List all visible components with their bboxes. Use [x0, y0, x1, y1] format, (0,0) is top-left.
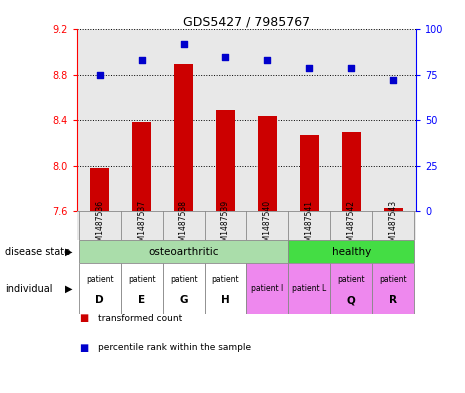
- Point: [222, 53, 229, 60]
- Text: patient: patient: [212, 275, 239, 284]
- Bar: [121, 263, 163, 314]
- Text: GSM1487543: GSM1487543: [389, 200, 398, 251]
- Text: ■: ■: [79, 313, 88, 323]
- Text: patient: patient: [170, 275, 198, 284]
- Bar: [300, 135, 319, 211]
- Bar: [384, 208, 403, 211]
- Text: osteoarthritic: osteoarthritic: [148, 247, 219, 257]
- Text: GSM1487539: GSM1487539: [221, 200, 230, 251]
- Text: Q: Q: [347, 295, 356, 305]
- Bar: [174, 64, 193, 211]
- Text: patient: patient: [338, 275, 365, 284]
- Point: [347, 64, 355, 71]
- Text: GSM1487540: GSM1487540: [263, 200, 272, 251]
- Text: ■: ■: [79, 343, 88, 353]
- Bar: [79, 263, 121, 314]
- Text: transformed count: transformed count: [98, 314, 182, 323]
- Text: patient: patient: [379, 275, 407, 284]
- Text: individual: individual: [5, 284, 52, 294]
- Text: ▶: ▶: [65, 284, 73, 294]
- Bar: [258, 116, 277, 211]
- Text: patient I: patient I: [251, 285, 284, 293]
- Bar: [330, 263, 372, 314]
- Bar: [342, 132, 361, 211]
- Text: H: H: [221, 295, 230, 305]
- Point: [138, 57, 146, 64]
- Text: E: E: [138, 295, 145, 305]
- Bar: [288, 240, 414, 263]
- Text: GSM1487537: GSM1487537: [137, 200, 146, 251]
- Title: GDS5427 / 7985767: GDS5427 / 7985767: [183, 15, 310, 28]
- Bar: [205, 263, 246, 314]
- Text: GSM1487536: GSM1487536: [95, 200, 104, 251]
- Text: disease state: disease state: [5, 247, 70, 257]
- Text: G: G: [179, 295, 188, 305]
- Bar: [216, 110, 235, 211]
- Bar: [90, 168, 109, 211]
- Text: patient: patient: [86, 275, 113, 284]
- Text: D: D: [95, 295, 104, 305]
- Text: healthy: healthy: [332, 247, 371, 257]
- Text: GSM1487542: GSM1487542: [347, 200, 356, 251]
- Bar: [246, 263, 288, 314]
- Point: [180, 41, 187, 47]
- Bar: [163, 263, 205, 314]
- Text: percentile rank within the sample: percentile rank within the sample: [98, 343, 251, 352]
- Bar: [288, 263, 330, 314]
- Text: patient: patient: [128, 275, 155, 284]
- Text: patient L: patient L: [292, 285, 326, 293]
- Text: R: R: [389, 295, 397, 305]
- Text: ▶: ▶: [65, 247, 73, 257]
- Bar: [132, 121, 151, 211]
- Point: [96, 72, 104, 78]
- Point: [264, 57, 271, 64]
- Text: GSM1487541: GSM1487541: [305, 200, 314, 251]
- Bar: [79, 240, 288, 263]
- Bar: [372, 263, 414, 314]
- Text: GSM1487538: GSM1487538: [179, 200, 188, 251]
- Point: [389, 77, 397, 84]
- Point: [306, 64, 313, 71]
